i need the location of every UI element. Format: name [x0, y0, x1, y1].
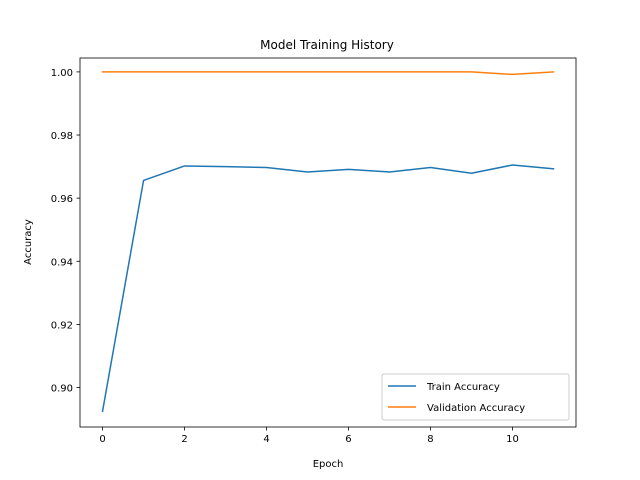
plot-frame: [79, 57, 577, 428]
x-axis-label: Epoch: [313, 459, 344, 470]
y-tick-label: 0.90: [51, 384, 73, 395]
x-tick-label: 2: [181, 434, 187, 445]
chart-title: Model Training History: [260, 38, 394, 52]
series-line-validation-accuracy: [101, 71, 555, 76]
legend-label-train-accuracy: Train Accuracy: [426, 382, 500, 393]
y-tick-label: 1.00: [51, 68, 73, 79]
y-tick-label: 0.98: [51, 131, 73, 142]
x-tick-label: 4: [263, 434, 269, 445]
x-tick-label: 8: [427, 434, 433, 445]
y-tick-label: 0.92: [51, 320, 73, 331]
x-tick-label: 10: [506, 434, 519, 445]
legend-label-validation-accuracy: Validation Accuracy: [427, 403, 525, 414]
y-tick-label: 0.94: [51, 257, 73, 268]
x-tick-label: 0: [99, 434, 105, 445]
y-tick-label: 0.96: [51, 194, 73, 205]
series-line-train-accuracy: [101, 164, 555, 413]
x-tick-label: 6: [345, 434, 351, 445]
legend-box: [381, 373, 570, 421]
y-axis-label: Accuracy: [23, 219, 34, 265]
legend: Train Accuracy Validation Accuracy: [381, 373, 570, 421]
